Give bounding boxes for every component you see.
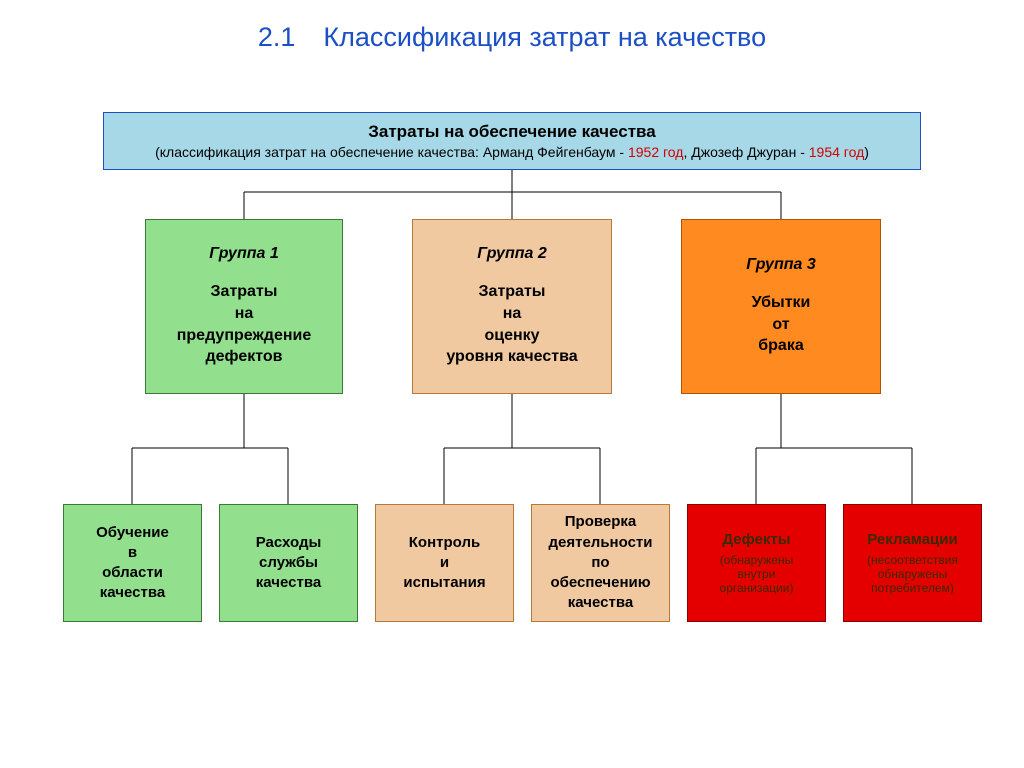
leaf-title: Контрольииспытания xyxy=(403,533,485,594)
header-title: Затраты на обеспечение качества xyxy=(368,122,655,142)
leaf-box-3: Контрольииспытания xyxy=(375,504,514,622)
leaf-title: Обучениевобластикачества xyxy=(96,523,169,604)
group-title: Группа 1 xyxy=(209,245,278,263)
group-body: Затратынаоценкууровня качества xyxy=(446,281,577,367)
group-body: Затратынапредупреждениедефектов xyxy=(177,281,312,367)
group-box-3: Группа 3 Убыткиотбрака xyxy=(681,219,881,394)
header-box: Затраты на обеспечение качества (классиф… xyxy=(103,112,921,170)
leaf-box-5: Дефекты (обнаруженывнутриорганизации) xyxy=(687,504,826,622)
leaf-subtitle: (несоответствияобнаруженыпотребителем) xyxy=(867,553,958,596)
page-title: 2.1 Классификация затрат на качество xyxy=(0,22,1024,53)
leaf-subtitle: (обнаруженывнутриорганизации) xyxy=(720,553,794,596)
leaf-box-4: Проверкадеятельности пообеспечениюкачест… xyxy=(531,504,670,622)
leaf-title: Проверкадеятельности пообеспечениюкачест… xyxy=(538,512,663,613)
group-title: Группа 3 xyxy=(746,256,815,274)
header-subtitle: (классификация затрат на обеспечение кач… xyxy=(155,144,869,160)
leaf-box-6: Рекламации (несоответствияобнаруженыпотре… xyxy=(843,504,982,622)
leaf-box-1: Обучениевобластикачества xyxy=(63,504,202,622)
group-box-1: Группа 1 Затратынапредупреждениедефектов xyxy=(145,219,343,394)
group-body: Убыткиотбрака xyxy=(752,292,811,357)
leaf-title: Рекламации xyxy=(867,530,957,550)
group-title: Группа 2 xyxy=(477,245,546,263)
group-box-2: Группа 2 Затратынаоценкууровня качества xyxy=(412,219,612,394)
title-number: 2.1 xyxy=(258,22,296,52)
leaf-box-2: Расходыслужбыкачества xyxy=(219,504,358,622)
title-text: Классификация затрат на качество xyxy=(323,22,766,52)
leaf-title: Расходыслужбыкачества xyxy=(256,533,322,594)
leaf-title: Дефекты xyxy=(722,530,790,550)
